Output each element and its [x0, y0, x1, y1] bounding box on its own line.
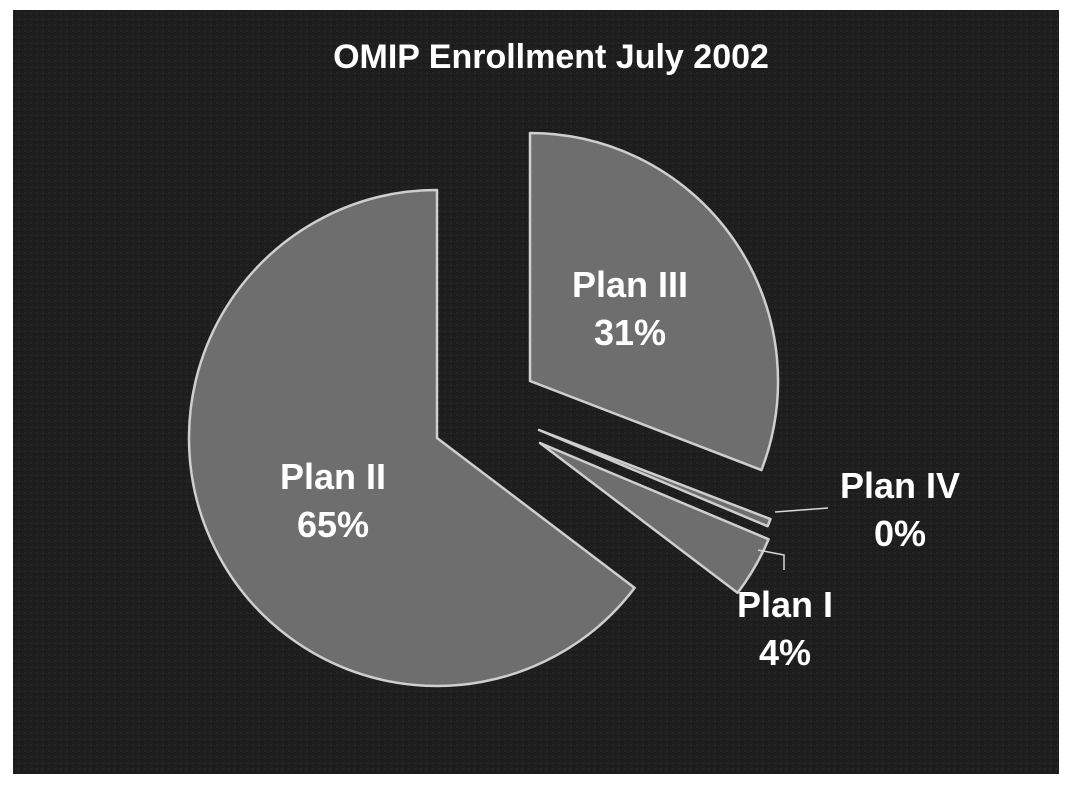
pie-slice-plan-i	[538, 441, 770, 595]
slice-label-plan-ii: Plan II	[280, 456, 386, 497]
slice-label-plan-i: Plan I	[737, 584, 833, 625]
pie-slice-plan-iii	[528, 131, 780, 472]
leader-line-plan-i	[757, 549, 785, 570]
pie-labels: Plan III 31% Plan IV 0% Plan I 4% Plan II 65%	[280, 264, 960, 673]
slice-percent-plan-i: 4%	[759, 632, 811, 673]
pie-slice-plan-ii	[187, 188, 636, 688]
pie-slice-plan-iv	[537, 428, 772, 528]
slice-label-plan-iii: Plan III	[572, 264, 688, 305]
pie-slices	[187, 131, 780, 688]
leader-line-plan-iv	[774, 507, 829, 513]
slice-percent-plan-iii: 31%	[594, 312, 666, 353]
slice-label-plan-iv: Plan IV	[840, 465, 960, 506]
chart-title: OMIP Enrollment July 2002	[333, 38, 769, 76]
slice-percent-plan-ii: 65%	[297, 504, 369, 545]
slice-percent-plan-iv: 0%	[874, 513, 926, 554]
